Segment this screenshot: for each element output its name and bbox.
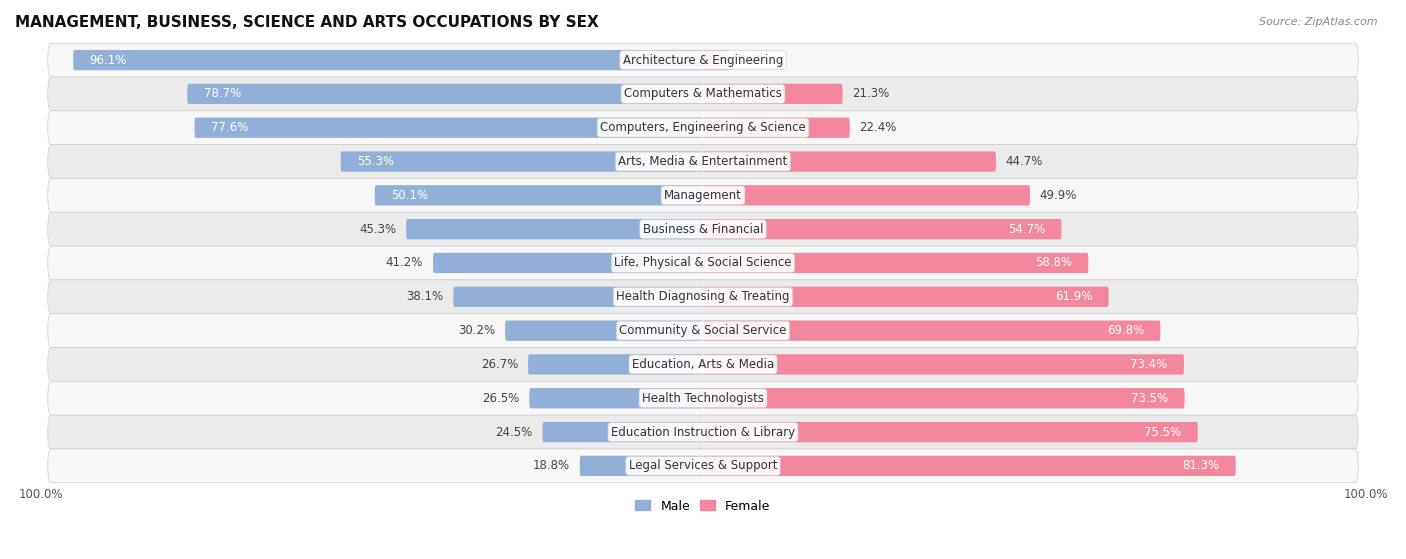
FancyBboxPatch shape (703, 117, 849, 138)
FancyBboxPatch shape (543, 422, 703, 442)
Text: Community & Social Service: Community & Social Service (619, 324, 787, 337)
FancyBboxPatch shape (433, 253, 703, 273)
Text: Architecture & Engineering: Architecture & Engineering (623, 54, 783, 67)
FancyBboxPatch shape (703, 320, 1160, 341)
Text: 100.0%: 100.0% (18, 488, 63, 501)
FancyBboxPatch shape (48, 280, 1358, 314)
FancyBboxPatch shape (703, 253, 1088, 273)
FancyBboxPatch shape (703, 388, 1185, 409)
Text: 22.4%: 22.4% (859, 121, 897, 134)
Text: 24.5%: 24.5% (495, 425, 533, 439)
FancyBboxPatch shape (48, 111, 1358, 145)
Text: Source: ZipAtlas.com: Source: ZipAtlas.com (1260, 17, 1378, 27)
Text: Management: Management (664, 189, 742, 202)
Text: Education Instruction & Library: Education Instruction & Library (612, 425, 794, 439)
FancyBboxPatch shape (703, 422, 1198, 442)
FancyBboxPatch shape (48, 145, 1358, 178)
Text: 75.5%: 75.5% (1144, 425, 1181, 439)
FancyBboxPatch shape (48, 381, 1358, 415)
FancyBboxPatch shape (48, 77, 1358, 111)
FancyBboxPatch shape (579, 456, 703, 476)
FancyBboxPatch shape (48, 246, 1358, 280)
Text: 58.8%: 58.8% (1035, 257, 1071, 269)
FancyBboxPatch shape (375, 185, 703, 206)
Text: 38.1%: 38.1% (406, 290, 443, 304)
Text: 100.0%: 100.0% (1343, 488, 1388, 501)
Text: 30.2%: 30.2% (458, 324, 495, 337)
FancyBboxPatch shape (194, 117, 703, 138)
FancyBboxPatch shape (703, 219, 1062, 239)
FancyBboxPatch shape (505, 320, 703, 341)
Text: 3.9%: 3.9% (738, 54, 768, 67)
FancyBboxPatch shape (703, 354, 1184, 375)
Text: 26.5%: 26.5% (482, 392, 520, 405)
Text: Health Technologists: Health Technologists (643, 392, 763, 405)
FancyBboxPatch shape (48, 43, 1358, 77)
FancyBboxPatch shape (529, 354, 703, 375)
FancyBboxPatch shape (48, 449, 1358, 483)
Text: 26.7%: 26.7% (481, 358, 519, 371)
Text: 73.4%: 73.4% (1130, 358, 1167, 371)
FancyBboxPatch shape (48, 415, 1358, 449)
FancyBboxPatch shape (340, 151, 703, 172)
Text: Life, Physical & Social Science: Life, Physical & Social Science (614, 257, 792, 269)
Text: 61.9%: 61.9% (1054, 290, 1092, 304)
Legend: Male, Female: Male, Female (630, 495, 776, 518)
Text: 54.7%: 54.7% (1008, 222, 1045, 236)
Text: 21.3%: 21.3% (852, 87, 890, 101)
FancyBboxPatch shape (530, 388, 703, 409)
FancyBboxPatch shape (703, 456, 1236, 476)
Text: Computers & Mathematics: Computers & Mathematics (624, 87, 782, 101)
FancyBboxPatch shape (48, 348, 1358, 381)
Text: Computers, Engineering & Science: Computers, Engineering & Science (600, 121, 806, 134)
FancyBboxPatch shape (703, 50, 728, 70)
FancyBboxPatch shape (48, 212, 1358, 246)
Text: 81.3%: 81.3% (1182, 459, 1219, 472)
Text: 44.7%: 44.7% (1005, 155, 1043, 168)
FancyBboxPatch shape (703, 84, 842, 104)
FancyBboxPatch shape (406, 219, 703, 239)
Text: Arts, Media & Entertainment: Arts, Media & Entertainment (619, 155, 787, 168)
FancyBboxPatch shape (703, 151, 995, 172)
Text: Legal Services & Support: Legal Services & Support (628, 459, 778, 472)
Text: Health Diagnosing & Treating: Health Diagnosing & Treating (616, 290, 790, 304)
Text: 18.8%: 18.8% (533, 459, 569, 472)
Text: 78.7%: 78.7% (204, 87, 240, 101)
FancyBboxPatch shape (73, 50, 703, 70)
Text: Business & Financial: Business & Financial (643, 222, 763, 236)
Text: Education, Arts & Media: Education, Arts & Media (631, 358, 775, 371)
Text: 77.6%: 77.6% (211, 121, 249, 134)
Text: 96.1%: 96.1% (90, 54, 127, 67)
FancyBboxPatch shape (48, 178, 1358, 212)
FancyBboxPatch shape (453, 287, 703, 307)
Text: 73.5%: 73.5% (1130, 392, 1168, 405)
Text: 55.3%: 55.3% (357, 155, 394, 168)
Text: 49.9%: 49.9% (1040, 189, 1077, 202)
FancyBboxPatch shape (703, 185, 1031, 206)
Text: MANAGEMENT, BUSINESS, SCIENCE AND ARTS OCCUPATIONS BY SEX: MANAGEMENT, BUSINESS, SCIENCE AND ARTS O… (15, 15, 599, 30)
FancyBboxPatch shape (703, 287, 1108, 307)
FancyBboxPatch shape (48, 314, 1358, 348)
Text: 41.2%: 41.2% (385, 257, 423, 269)
Text: 69.8%: 69.8% (1107, 324, 1144, 337)
Text: 50.1%: 50.1% (391, 189, 429, 202)
FancyBboxPatch shape (187, 84, 703, 104)
Text: 45.3%: 45.3% (359, 222, 396, 236)
